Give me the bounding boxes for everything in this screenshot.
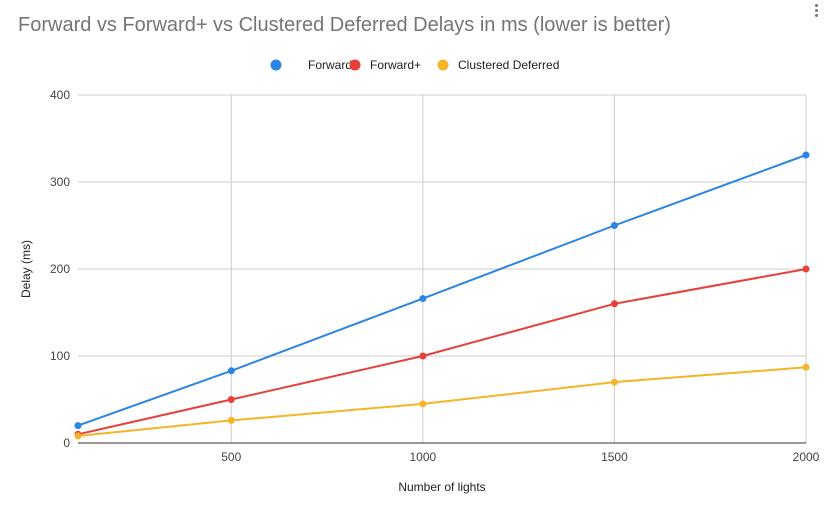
data-point [419, 352, 427, 360]
data-point [802, 151, 810, 159]
legend-marker [349, 59, 361, 71]
data-point [610, 300, 618, 308]
y-tick-label: 100 [50, 349, 70, 363]
legend-marker [270, 59, 282, 71]
y-tick-label: 400 [50, 88, 70, 102]
series-layer [74, 151, 810, 440]
data-point [227, 416, 235, 424]
more-vert-icon[interactable] [812, 2, 820, 22]
chart-title: Forward vs Forward+ vs Clustered Deferre… [18, 14, 671, 36]
y-tick-label: 0 [63, 436, 70, 450]
data-point [610, 378, 618, 386]
data-point [419, 400, 427, 408]
series-line-2 [77, 366, 807, 437]
x-axis-title: Number of lights [398, 480, 485, 494]
series-line-0 [77, 154, 807, 427]
data-point [419, 295, 427, 303]
data-point [610, 222, 618, 229]
data-point [74, 432, 82, 440]
data-point [74, 422, 82, 430]
tick-labels: 0 100 200 300 400 500 1000 1500 2000 [50, 88, 820, 464]
legend: Forward Forward+ Clustered Deferred [270, 58, 559, 72]
legend-label: Forward+ [370, 58, 421, 72]
x-tick-label: 1000 [409, 450, 436, 464]
x-tick-label: 2000 [793, 450, 820, 464]
data-point [227, 396, 235, 403]
data-point [227, 367, 235, 375]
y-axis-title: Delay (ms) [19, 240, 33, 298]
y-tick-label: 200 [50, 262, 70, 276]
data-point [802, 265, 810, 273]
legend-marker [437, 59, 449, 71]
legend-label: Clustered Deferred [458, 58, 559, 72]
series-line-1 [77, 268, 807, 436]
legend-label: Forward [308, 58, 352, 72]
x-tick-label: 1500 [601, 450, 628, 464]
data-point [802, 363, 810, 371]
grid-lines [78, 94, 807, 443]
y-tick-label: 300 [50, 175, 70, 189]
x-tick-label: 500 [221, 450, 241, 464]
